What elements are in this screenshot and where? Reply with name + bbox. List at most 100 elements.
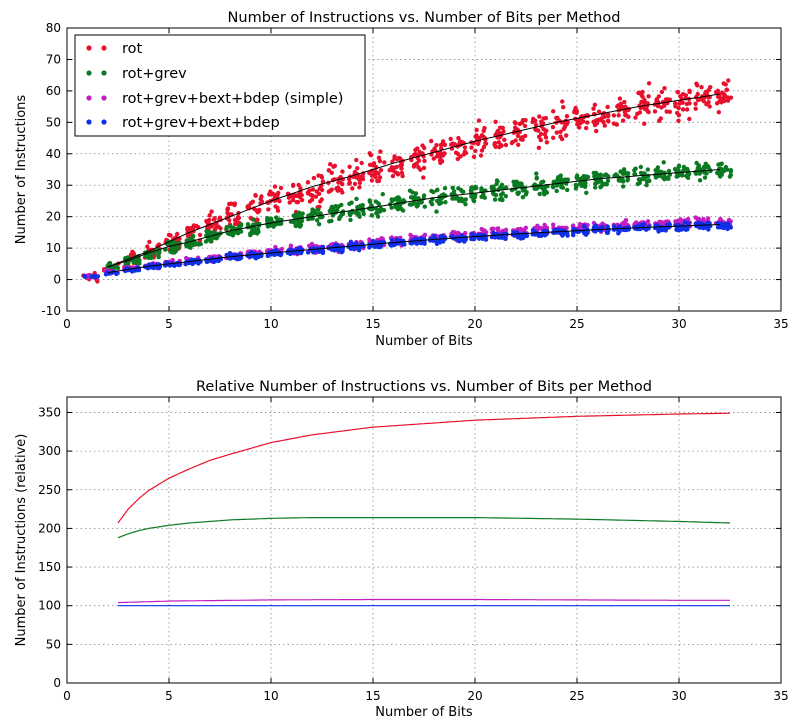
data-point-rot-grev bbox=[198, 241, 203, 247]
data-point-rot-grev bbox=[599, 179, 604, 184]
data-point-rot-grev bbox=[375, 214, 381, 219]
data-point-rot bbox=[585, 120, 590, 125]
data-point-rot bbox=[253, 193, 258, 198]
data-point-rot-grev bbox=[442, 186, 448, 191]
top-chart-y-tick-label: 40 bbox=[46, 147, 61, 161]
data-point-rot-grev-bext-bdep-simple bbox=[279, 246, 285, 252]
data-point-rot bbox=[371, 161, 377, 166]
data-point-rot-grev bbox=[636, 177, 642, 182]
data-point-rot-grev bbox=[463, 197, 468, 202]
data-point-rot-grev bbox=[499, 196, 504, 201]
data-point-rot-grev-bext-bdep bbox=[611, 227, 617, 232]
data-point-rot-grev bbox=[300, 211, 305, 216]
data-point-rot bbox=[680, 92, 686, 97]
data-point-rot-grev bbox=[577, 181, 582, 187]
data-point-rot-grev bbox=[620, 170, 625, 175]
data-point-rot-grev bbox=[621, 184, 626, 189]
data-point-rot-grev bbox=[625, 176, 631, 181]
data-point-rot bbox=[213, 226, 218, 231]
data-point-rot-grev bbox=[422, 204, 427, 209]
data-point-rot-grev bbox=[376, 201, 381, 207]
data-point-rot bbox=[675, 110, 680, 116]
data-point-rot bbox=[197, 232, 203, 238]
data-point-rot bbox=[642, 97, 647, 103]
legend-marker-rot bbox=[101, 45, 107, 51]
data-point-rot bbox=[357, 185, 362, 190]
data-point-rot bbox=[396, 156, 401, 161]
data-point-rot bbox=[624, 113, 629, 118]
data-point-rot-grev bbox=[702, 175, 708, 180]
data-point-rot-grev bbox=[632, 168, 637, 173]
data-point-rot bbox=[294, 199, 299, 205]
line-rot-grev-bext-bdep-simple bbox=[117, 598, 730, 604]
data-point-rot bbox=[575, 122, 580, 127]
data-point-rot-grev bbox=[492, 197, 498, 202]
data-point-rot bbox=[498, 142, 504, 148]
data-point-rot bbox=[513, 138, 518, 143]
data-point-rot-grev bbox=[369, 203, 374, 208]
data-point-rot-grev bbox=[620, 179, 625, 184]
data-point-rot bbox=[246, 203, 251, 209]
data-point-rot bbox=[551, 109, 556, 114]
data-point-rot-grev-bext-bdep bbox=[432, 233, 437, 239]
data-point-rot bbox=[543, 135, 549, 140]
data-point-rot bbox=[501, 129, 506, 134]
data-point-rot bbox=[639, 93, 644, 98]
data-point-rot-grev bbox=[458, 198, 464, 203]
data-point-rot-grev bbox=[542, 188, 547, 193]
top-chart: Number of Instructions vs. Number of Bit… bbox=[14, 10, 789, 349]
bottom-chart-x-tick-label: 0 bbox=[63, 689, 71, 703]
data-point-rot-grev bbox=[315, 211, 320, 217]
data-point-rot-grev bbox=[237, 224, 242, 229]
data-point-rot bbox=[469, 145, 474, 150]
data-point-rot-grev-bext-bdep bbox=[531, 231, 536, 236]
data-point-rot-grev bbox=[115, 265, 121, 271]
data-point-rot-grev bbox=[500, 191, 505, 196]
data-point-rot-grev bbox=[573, 182, 578, 188]
data-point-rot-grev-bext-bdep bbox=[278, 252, 283, 258]
data-point-rot-grev bbox=[666, 168, 672, 174]
data-point-rot bbox=[592, 102, 598, 108]
data-point-rot-grev-bext-bdep bbox=[552, 228, 557, 233]
data-point-rot bbox=[652, 109, 658, 114]
data-point-rot-grev-bext-bdep bbox=[395, 240, 401, 246]
data-point-rot bbox=[513, 127, 518, 132]
data-point-rot-grev bbox=[684, 168, 689, 173]
top-chart-x-axis-label: Number of Bits bbox=[375, 334, 473, 349]
data-point-rot bbox=[331, 164, 336, 169]
data-point-rot-grev bbox=[451, 189, 457, 194]
data-point-rot-grev-bext-bdep-simple bbox=[551, 222, 556, 227]
data-point-rot bbox=[606, 112, 611, 118]
data-point-rot-grev-bext-bdep bbox=[582, 223, 587, 229]
data-point-rot bbox=[319, 175, 325, 180]
data-point-rot bbox=[706, 100, 711, 105]
data-point-rot bbox=[482, 125, 487, 131]
data-point-rot-grev-bext-bdep bbox=[438, 234, 443, 240]
data-point-rot-grev bbox=[395, 197, 401, 203]
data-point-rot bbox=[572, 108, 578, 113]
data-point-rot bbox=[382, 160, 387, 165]
top-chart-frame bbox=[66, 27, 782, 312]
bottom-chart-y-tick-label: 100 bbox=[38, 599, 61, 613]
data-point-rot bbox=[320, 179, 326, 184]
data-point-rot-grev bbox=[479, 194, 484, 199]
data-point-rot bbox=[350, 186, 355, 191]
bottom-chart-x-tick-label: 35 bbox=[773, 689, 788, 703]
data-point-rot-grev-bext-bdep bbox=[697, 225, 702, 230]
data-point-rot bbox=[533, 118, 538, 124]
data-point-rot bbox=[512, 120, 517, 125]
data-point-rot-grev bbox=[367, 199, 373, 204]
bottom-chart: Relative Number of Instructions vs. Numb… bbox=[14, 379, 789, 720]
data-point-rot-grev-bext-bdep bbox=[105, 270, 110, 275]
data-point-rot bbox=[558, 129, 563, 134]
data-point-rot bbox=[217, 215, 223, 220]
data-point-rot bbox=[544, 128, 549, 133]
data-point-rot-grev-bext-bdep bbox=[701, 225, 706, 231]
data-point-rot bbox=[390, 173, 396, 179]
data-point-rot-grev bbox=[515, 184, 521, 189]
data-point-rot-grev bbox=[723, 165, 729, 170]
legend-box bbox=[74, 34, 366, 137]
data-point-rot-grev bbox=[168, 241, 173, 247]
data-point-rot bbox=[185, 227, 190, 232]
data-point-rot bbox=[438, 154, 443, 159]
